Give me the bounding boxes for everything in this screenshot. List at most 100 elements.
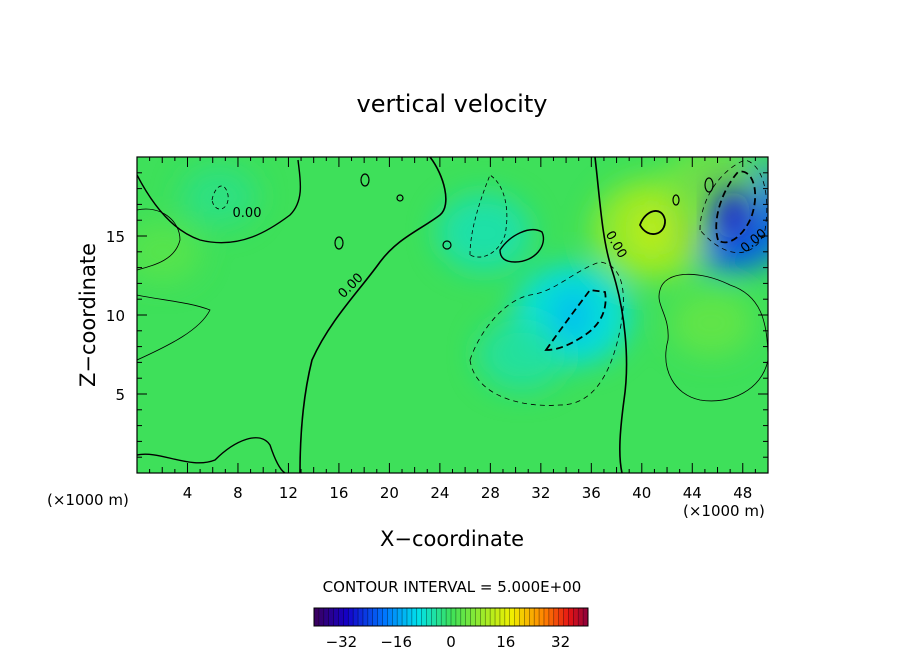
- negative-contour-top-left: [211, 185, 229, 210]
- small-contour: [396, 194, 404, 202]
- chart-title: vertical velocity: [357, 90, 548, 118]
- field-blob: [137, 221, 201, 283]
- colorbar-segment: [578, 608, 584, 626]
- contour-label: 0.00: [233, 206, 262, 221]
- colorbar-segment: [367, 608, 374, 626]
- colorbar-segment: [568, 608, 574, 626]
- colorbar-frame: [313, 607, 589, 627]
- x-tick-label: 20: [380, 484, 399, 502]
- colorbar-tick-labels: −32 −16 0 16 32: [326, 633, 571, 651]
- small-contour: [672, 194, 680, 206]
- zero-contour-left: [299, 157, 447, 473]
- colorbar-segment: [353, 608, 359, 626]
- colorbar-segment: [509, 608, 516, 626]
- x-tick-label: 12: [279, 484, 298, 502]
- colorbar-segment: [436, 608, 442, 626]
- colorbar-segment: [343, 608, 349, 626]
- y-tick-label: 5: [115, 386, 125, 404]
- small-contour: [704, 177, 714, 193]
- colorbar-segment: [495, 608, 501, 626]
- colorbar-segment: [392, 608, 398, 626]
- colorbar-segment: [519, 608, 525, 626]
- colorbar-segment: [504, 608, 511, 626]
- colorbar-segment: [338, 608, 344, 626]
- colorbar-segment: [543, 608, 550, 626]
- colorbar-segment: [377, 608, 383, 626]
- x-tick-label: 28: [481, 484, 500, 502]
- y-axis-title: Z−coordinate: [76, 243, 100, 387]
- contour-lines: [137, 157, 768, 473]
- colorbar-segment: [573, 608, 579, 626]
- plot-area: 0.000.000.00 0.00: [136, 156, 770, 474]
- colorbar-segment: [446, 608, 452, 626]
- colorbar-segment: [318, 608, 325, 626]
- field-blob: [436, 193, 532, 273]
- zero-contour-main: [594, 157, 628, 473]
- field-blob: [477, 317, 567, 392]
- colorbar-segment: [475, 608, 481, 626]
- colorbar-segment: [563, 608, 569, 626]
- positive-contour-top-left: [137, 208, 181, 271]
- colorbar-segment: [372, 608, 379, 626]
- colorbar-segment: [460, 608, 467, 626]
- x-tick-label: 40: [632, 484, 651, 502]
- x-tick-label: 32: [531, 484, 550, 502]
- colorbar: [313, 607, 589, 627]
- negative-contour-mid: [469, 174, 508, 258]
- y-tick-label: 15: [106, 228, 125, 246]
- contour-interval-text: CONTOUR INTERVAL = 5.000E+00: [323, 578, 582, 596]
- small-contour: [360, 173, 370, 187]
- x-tick-label: 36: [582, 484, 601, 502]
- negative-contour-core: [544, 289, 607, 351]
- colorbar-segment: [558, 608, 565, 626]
- colorbar-segment: [421, 608, 428, 626]
- colorbar-segment: [431, 608, 437, 626]
- x-tick-label: 8: [233, 484, 243, 502]
- colorbar-tick-label: −32: [326, 633, 358, 651]
- colorbar-segment: [328, 608, 335, 626]
- y-tick-label: 10: [106, 307, 125, 325]
- negative-contour-outer: [469, 261, 624, 406]
- x-axis-title: X−coordinate: [380, 527, 524, 551]
- x-tick-labels: 4 8 12 16 20 24 28 32 36 40 44 48: [183, 484, 753, 502]
- colorbar-segment: [539, 608, 545, 626]
- colorbar-tick-label: 16: [496, 633, 515, 651]
- colorbar-segment: [480, 608, 486, 626]
- colorbar-segment: [490, 608, 496, 626]
- small-contour: [334, 236, 344, 250]
- colorbar-segment: [470, 608, 476, 626]
- colorbar-segment: [348, 608, 354, 626]
- negative-contour-right: [715, 170, 756, 244]
- velocity-field: [137, 157, 768, 392]
- colorbar-segment: [314, 608, 320, 626]
- x-tick-label: 4: [183, 484, 193, 502]
- zero-contour-bottom: [137, 437, 286, 473]
- colorbar-segment: [397, 608, 403, 626]
- colorbar-segment: [451, 608, 457, 626]
- small-contour: [442, 240, 452, 250]
- field-core: [714, 189, 751, 242]
- colorbar-segment: [583, 608, 589, 626]
- colorbar-segment: [362, 608, 369, 626]
- zero-contour-mid-loop: [499, 229, 545, 263]
- colorbar-segment: [323, 608, 330, 626]
- colorbar-segment: [499, 608, 506, 626]
- colorbar-segment: [382, 608, 388, 626]
- colorbar-segment: [548, 608, 555, 626]
- colorbar-segment: [455, 608, 462, 626]
- x-tick-label: 16: [329, 484, 348, 502]
- field-blob: [180, 165, 258, 228]
- colorbar-segment: [406, 608, 413, 626]
- colorbar-segment: [529, 608, 535, 626]
- field-core: [633, 203, 670, 256]
- colorbar-segment: [465, 608, 472, 626]
- y-tick-labels: 5 10 15: [106, 228, 125, 404]
- colorbar-tick-label: 32: [551, 633, 570, 651]
- colorbar-segment: [441, 608, 447, 626]
- colorbar-segment: [514, 608, 520, 626]
- colorbar-tick-label: −16: [380, 633, 412, 651]
- colorbar-tick-label: 0: [446, 633, 456, 651]
- colorbar-segment: [402, 608, 408, 626]
- x-unit-right: (×1000 m): [683, 502, 765, 520]
